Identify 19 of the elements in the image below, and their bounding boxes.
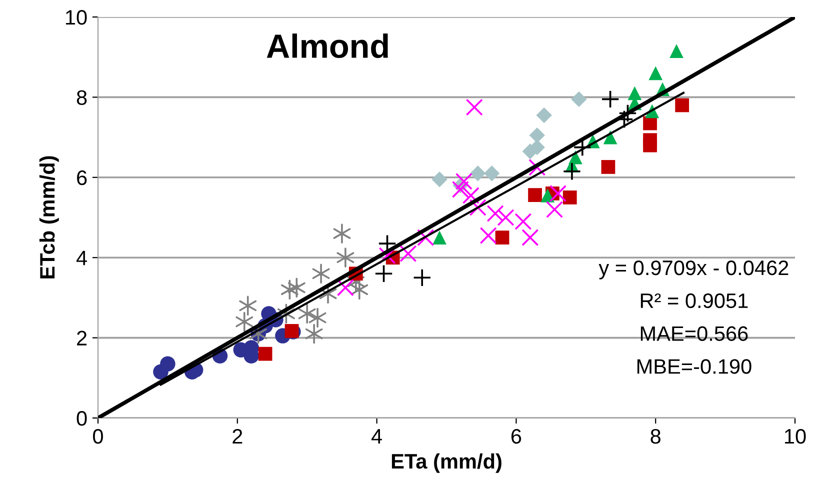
annotation: MAE=0.566 [640, 326, 748, 341]
x-tick-label: 8 [650, 428, 660, 444]
y-tick-label: 10 [66, 10, 87, 25]
x-tick-label: 10 [785, 428, 806, 444]
chart-title: Almond [266, 34, 388, 58]
x-tick-label: 4 [371, 429, 382, 444]
annotation: MBE=-0.190 [637, 359, 752, 374]
x-tick-label: 6 [511, 428, 522, 444]
x-tick-label: 0 [93, 428, 103, 444]
y-tick-label: 4 [76, 250, 87, 266]
y-tick-label: 6 [77, 170, 87, 186]
y-tick-label: 8 [76, 90, 87, 105]
y-axis-title: ETcb (mm/d) [39, 156, 59, 278]
annotation: R² = 0.9051 [640, 293, 748, 308]
annotation: y = 0.9709x - 0.0462 [598, 260, 788, 280]
x-tick-label: 2 [232, 428, 242, 444]
x-axis-title: ETa (mm/d) [392, 453, 502, 473]
y-tick-label: 2 [77, 330, 87, 346]
y-tick-label: 0 [76, 411, 87, 426]
